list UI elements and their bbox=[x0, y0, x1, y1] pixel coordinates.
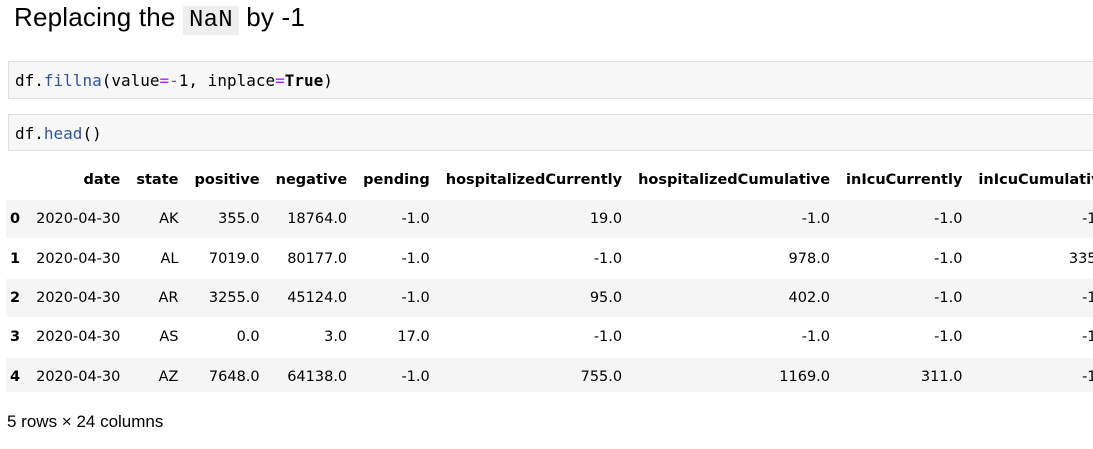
table-row: 0 2020-04-30 AK 355.0 18764.0 -1.0 19.0 -1.0 -1.… bbox=[6, 198, 1093, 239]
table-cell: -1.0 bbox=[970, 198, 1093, 239]
code-token: = bbox=[159, 71, 170, 90]
table-cell: -1.0 bbox=[838, 238, 971, 279]
table-cell: 7019.0 bbox=[186, 238, 268, 279]
code-line[interactable]: df.fillna(value=-1, inplace=True) bbox=[15, 71, 333, 90]
table-cell: -1.0 bbox=[970, 317, 1093, 358]
code-token: (value bbox=[101, 71, 160, 90]
table-cell: 2020-04-30 bbox=[28, 277, 129, 318]
table-cell: AL bbox=[128, 238, 187, 279]
table-cell: -1.0 bbox=[437, 238, 631, 279]
table-cell: 335.0 bbox=[970, 238, 1093, 279]
row-index: 3 bbox=[6, 317, 29, 358]
table-cell: 19.0 bbox=[437, 198, 631, 239]
table-cell: -1.0 bbox=[838, 198, 971, 239]
row-index: 1 bbox=[6, 238, 29, 279]
table-cell: -1.0 bbox=[630, 198, 839, 239]
table-cell: 402.0 bbox=[630, 277, 839, 318]
row-index: 0 bbox=[6, 198, 29, 239]
code-line[interactable]: df.head() bbox=[15, 124, 102, 143]
code-cell-head[interactable]: df.head() bbox=[8, 114, 1093, 151]
row-index: 2 bbox=[6, 277, 29, 318]
table-cell: 311.0 bbox=[838, 356, 971, 392]
row-index: 4 bbox=[6, 356, 29, 392]
column-header: positive bbox=[194, 171, 260, 188]
code-token: df. bbox=[15, 71, 44, 90]
table-cell: 3255.0 bbox=[186, 277, 268, 318]
table-cell: 2020-04-30 bbox=[28, 317, 129, 358]
table-cell: AK bbox=[128, 198, 187, 239]
column-header: hospitalizedCumulative bbox=[638, 171, 831, 188]
table-cell: -1.0 bbox=[437, 317, 631, 358]
column-header: pending bbox=[363, 171, 430, 188]
table-cell: 3.0 bbox=[267, 317, 356, 358]
header-row: date state positive negative pending hospital… bbox=[6, 160, 1093, 200]
table-cell: 0.0 bbox=[186, 317, 268, 358]
code-token: 1, inplace bbox=[178, 71, 276, 90]
table-cell: -1.0 bbox=[838, 277, 971, 318]
table-cell: -1.0 bbox=[838, 317, 971, 358]
table-cell: 2020-04-30 bbox=[28, 356, 129, 392]
table-body: 0 2020-04-30 AK 355.0 18764.0 -1.0 19.0 -1.0 -1.… bbox=[6, 198, 1093, 392]
column-header: negative bbox=[275, 171, 348, 188]
table-cell: AZ bbox=[128, 356, 187, 392]
table-cell: 18764.0 bbox=[267, 198, 356, 239]
code-token: df. bbox=[15, 124, 44, 143]
heading-prefix: Replacing the bbox=[14, 2, 184, 32]
code-token: = bbox=[275, 71, 285, 90]
table-cell: 7648.0 bbox=[186, 356, 268, 392]
column-header: inIcuCumulative bbox=[978, 171, 1093, 188]
code-token: - bbox=[169, 71, 179, 90]
column-header bbox=[6, 160, 28, 200]
heading-code-nan: NaN bbox=[183, 6, 239, 35]
table-cell: 2020-04-30 bbox=[28, 238, 129, 279]
column-header: state bbox=[136, 171, 179, 188]
table-cell: AR bbox=[128, 277, 187, 318]
table-cell: -1.0 bbox=[355, 277, 438, 318]
table-cell: -1.0 bbox=[970, 277, 1093, 318]
section-heading: Replacing the NaN by -1 bbox=[14, 2, 306, 35]
dataframe-output: date state positive negative pending hospital… bbox=[0, 160, 1093, 392]
table-cell: 45124.0 bbox=[267, 277, 356, 318]
table-cell: 2020-04-30 bbox=[28, 198, 129, 239]
table-cell: 17.0 bbox=[355, 317, 438, 358]
table-row: 4 2020-04-30 AZ 7648.0 64138.0 -1.0 755.0 1169.… bbox=[6, 356, 1093, 392]
table-cell: 1169.0 bbox=[630, 356, 839, 392]
table-cell: 64138.0 bbox=[267, 356, 356, 392]
table-cell: 755.0 bbox=[437, 356, 631, 392]
code-token: fillna bbox=[43, 71, 102, 90]
table-cell: -1.0 bbox=[355, 238, 438, 279]
code-cell-fillna[interactable]: df.fillna(value=-1, inplace=True) bbox=[8, 61, 1093, 99]
dataframe-table: date state positive negative pending hospital… bbox=[6, 160, 1093, 392]
table-cell: -1.0 bbox=[355, 198, 438, 239]
column-header: inIcuCurrently bbox=[846, 171, 963, 188]
table-cell: -1.0 bbox=[630, 317, 839, 358]
code-token: head bbox=[43, 124, 83, 143]
dataframe-shape-text: 5 rows × 24 columns bbox=[7, 412, 164, 431]
code-token: ) bbox=[323, 71, 333, 90]
column-header: date bbox=[83, 171, 121, 188]
table-cell: AS bbox=[128, 317, 187, 358]
heading-suffix: by -1 bbox=[238, 2, 306, 32]
table-row: 2 2020-04-30 AR 3255.0 45124.0 -1.0 95.0 402.0-… bbox=[6, 277, 1093, 318]
column-header: hospitalizedCurrently bbox=[445, 171, 623, 188]
code-token: True bbox=[284, 71, 324, 90]
table-cell: 95.0 bbox=[437, 277, 631, 318]
table-cell: 80177.0 bbox=[267, 238, 356, 279]
table-cell: 978.0 bbox=[630, 238, 839, 279]
table-cell: -1.0 bbox=[355, 356, 438, 392]
table-cell: -1.0 bbox=[970, 356, 1093, 392]
table-row: 1 2020-04-30 AL 7019.0 80177.0 -1.0 -1.0 978.0-… bbox=[6, 238, 1093, 279]
table-cell: 355.0 bbox=[186, 198, 268, 239]
code-token: () bbox=[82, 124, 102, 143]
